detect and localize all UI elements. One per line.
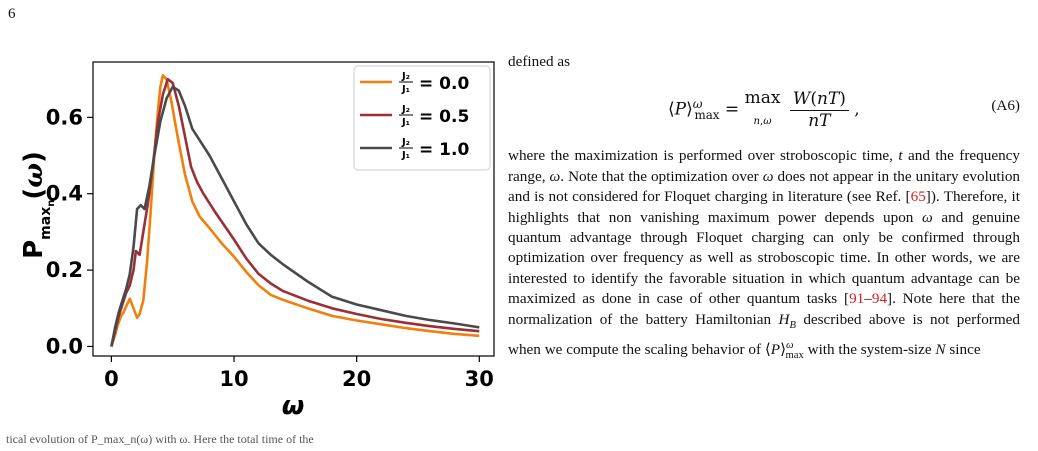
x-tick-label: 0 — [104, 367, 119, 391]
para-part-2: and the frequency range, — [508, 147, 1020, 185]
y-tick-label: 0.2 — [46, 258, 83, 282]
y-axis-label: Pmaxn(ω) — [19, 151, 57, 259]
figure-caption-fragment: tical evolution of P_max_n(ω) with ω. He… — [6, 432, 314, 446]
legend-entry-2: J₂ J₁ = 1.0 — [360, 137, 469, 161]
legend-entry-0: J₂ J₁ = 0.0 — [360, 71, 469, 95]
para-part-9: with the system-size — [807, 341, 932, 359]
plot-frame — [92, 61, 495, 357]
citation-91[interactable]: 91 — [849, 290, 865, 308]
legend-fraction-denominator: J₁ — [401, 84, 410, 95]
legend-fraction-numerator: J₂ — [401, 71, 410, 82]
citation-65[interactable]: 65 — [910, 188, 926, 206]
power-vs-frequency-chart: 0 10 20 30 0.0 0.2 0.4 0.6 Pmaxn(ω) ω J₂ J₁ = 0.0… — [19, 61, 495, 421]
series-line-0 — [110, 74, 480, 347]
citation-94[interactable]: 94 — [871, 290, 888, 308]
legend: J₂ J₁ = 0.0 J₂ J₁ = 0.5 J₂ J₁ = 1.0 — [353, 65, 491, 171]
body-paragraph: where the maximization is performed over… — [508, 147, 1021, 362]
citation-dash: – — [864, 290, 872, 308]
legend-value: = 0.0 — [419, 74, 469, 94]
y-tick-label: 0.4 — [46, 182, 83, 206]
para-part-1: where the maximization is performed over… — [508, 147, 893, 165]
legend-value: = 0.5 — [419, 107, 469, 127]
para-part-3: . Note that the optimization over — [560, 167, 759, 185]
y-tick-label: 0.6 — [46, 105, 83, 129]
legend-fraction-denominator: J₁ — [401, 117, 410, 128]
x-tick-label: 30 — [465, 367, 494, 391]
legend-value: = 1.0 — [419, 140, 469, 160]
para-part-7: ]. Note here that the normalization of t… — [508, 290, 1020, 328]
legend-fraction-numerator: J₂ — [401, 137, 410, 148]
series-layer — [110, 74, 480, 347]
x-tick-label: 10 — [219, 367, 248, 391]
equation-a6: ⟨P⟩ωmax = max n,ω W(nT) nT , (A6) — [508, 82, 1020, 134]
page-number: 6 — [8, 6, 16, 22]
equation-number: (A6) — [991, 97, 1020, 115]
x-tick-label: 20 — [342, 367, 371, 391]
para-part-5: ]). Therefore, it highlights that non va… — [508, 188, 1020, 226]
para-part-6: and genuine quantum advantage through Fl… — [508, 208, 1020, 308]
intro-text: defined as — [508, 53, 570, 70]
series-line-2 — [110, 85, 480, 347]
para-part-10: since — [949, 341, 981, 359]
legend-entries: J₂ J₁ = 0.0 J₂ J₁ = 0.5 J₂ J₁ = 1.0 — [360, 71, 469, 161]
y-tick-label: 0.0 — [46, 334, 83, 358]
para-part-4: does not appear in the unitary evolution… — [508, 167, 1021, 206]
legend-frame — [353, 65, 491, 171]
legend-fraction-denominator: J₁ — [401, 150, 410, 161]
legend-fraction-numerator: J₂ — [401, 104, 410, 115]
series-line-1 — [110, 77, 480, 347]
x-axis-label: ω — [282, 391, 305, 421]
para-part-8: described above is not performed when we… — [508, 310, 1021, 359]
body-text-column: defined as ⟨P⟩ωmax = max n,ω W(nT) nT , (A… — [508, 52, 1020, 367]
tick-layer: 0 10 20 30 0.0 0.2 0.4 0.6 — [46, 105, 494, 391]
legend-entry-1: J₂ J₁ = 0.5 — [360, 104, 469, 128]
equation-body: ⟨P⟩ωmax = max n,ω W(nT) nT , — [668, 88, 860, 131]
